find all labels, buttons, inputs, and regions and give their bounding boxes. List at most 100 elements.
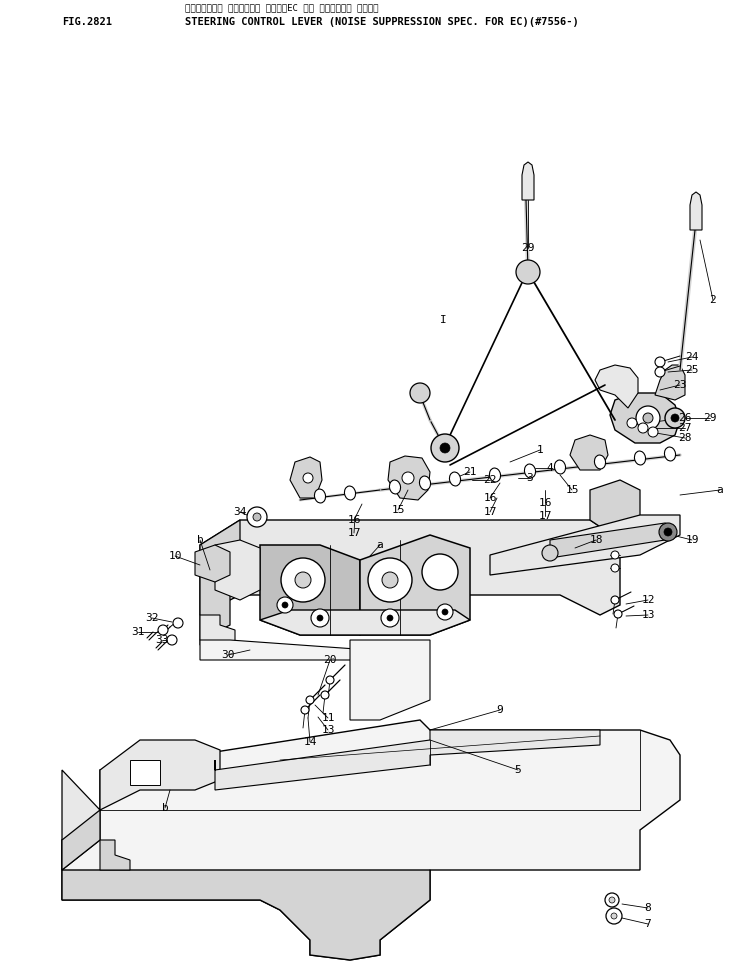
Text: 9: 9 <box>497 705 503 715</box>
Circle shape <box>442 609 448 615</box>
Circle shape <box>167 635 177 645</box>
Polygon shape <box>610 393 680 443</box>
Polygon shape <box>350 640 430 720</box>
Text: 1: 1 <box>537 445 543 455</box>
Text: 30: 30 <box>222 650 235 660</box>
Polygon shape <box>290 457 322 498</box>
Circle shape <box>664 528 672 536</box>
Circle shape <box>402 472 414 484</box>
Ellipse shape <box>420 476 431 490</box>
Text: 26: 26 <box>679 413 692 423</box>
Polygon shape <box>200 640 370 660</box>
Text: 11: 11 <box>321 713 335 723</box>
Circle shape <box>611 913 617 919</box>
Ellipse shape <box>344 486 355 499</box>
Text: 19: 19 <box>685 535 698 545</box>
Text: 10: 10 <box>169 551 182 561</box>
Circle shape <box>611 564 619 572</box>
Ellipse shape <box>389 480 400 494</box>
Text: a: a <box>377 540 383 550</box>
Text: 18: 18 <box>590 535 603 545</box>
Circle shape <box>326 676 334 684</box>
Text: 24: 24 <box>685 352 698 362</box>
Polygon shape <box>200 520 240 640</box>
Polygon shape <box>195 545 230 582</box>
Circle shape <box>303 473 313 483</box>
Text: 7: 7 <box>645 919 651 929</box>
Text: 17: 17 <box>538 511 552 521</box>
Text: 32: 32 <box>145 613 159 623</box>
Circle shape <box>542 545 558 561</box>
Circle shape <box>655 357 665 367</box>
Text: 16: 16 <box>538 498 552 508</box>
Text: 29: 29 <box>521 243 535 253</box>
Ellipse shape <box>314 489 325 503</box>
Text: 15: 15 <box>392 505 405 515</box>
Polygon shape <box>215 540 260 600</box>
Circle shape <box>665 408 685 428</box>
Text: 31: 31 <box>131 627 145 637</box>
Text: 4: 4 <box>547 463 553 473</box>
Circle shape <box>410 383 430 403</box>
Polygon shape <box>260 610 470 635</box>
Text: 23: 23 <box>673 380 687 390</box>
Polygon shape <box>130 760 160 785</box>
Ellipse shape <box>450 472 461 486</box>
Circle shape <box>643 413 653 423</box>
Polygon shape <box>200 615 235 645</box>
Text: 25: 25 <box>685 365 698 375</box>
Circle shape <box>311 609 329 627</box>
Text: 5: 5 <box>514 765 521 775</box>
Circle shape <box>440 443 450 453</box>
Circle shape <box>306 696 314 704</box>
Circle shape <box>611 596 619 604</box>
Polygon shape <box>100 840 130 870</box>
Circle shape <box>277 597 293 613</box>
Circle shape <box>627 418 637 428</box>
Text: 16: 16 <box>347 515 361 525</box>
Circle shape <box>605 893 619 907</box>
Circle shape <box>516 260 540 284</box>
Polygon shape <box>550 523 670 558</box>
Text: 29: 29 <box>704 413 717 423</box>
Polygon shape <box>215 730 600 790</box>
Text: STEERING CONTROL LEVER (NOISE SUPPRESSION SPEC. FOR EC)(#7556-): STEERING CONTROL LEVER (NOISE SUPPRESSIO… <box>185 17 578 27</box>
Circle shape <box>381 609 399 627</box>
Polygon shape <box>490 515 680 575</box>
Circle shape <box>281 558 325 602</box>
Circle shape <box>659 523 677 541</box>
Circle shape <box>614 610 622 618</box>
Polygon shape <box>260 545 360 635</box>
Text: 34: 34 <box>233 507 247 517</box>
Ellipse shape <box>595 455 606 469</box>
Circle shape <box>158 625 168 635</box>
Text: 2: 2 <box>710 295 716 305</box>
Text: a: a <box>717 485 723 495</box>
Polygon shape <box>590 480 640 540</box>
Circle shape <box>648 427 658 437</box>
Circle shape <box>431 434 459 462</box>
Text: 3: 3 <box>527 473 534 483</box>
Polygon shape <box>595 365 638 408</box>
Text: 13: 13 <box>641 610 655 620</box>
Circle shape <box>368 558 412 602</box>
Circle shape <box>295 572 311 588</box>
Circle shape <box>606 908 622 924</box>
Circle shape <box>253 513 261 521</box>
Polygon shape <box>360 535 470 635</box>
Text: 17: 17 <box>484 507 497 517</box>
Circle shape <box>173 618 183 628</box>
Polygon shape <box>388 456 430 500</box>
Polygon shape <box>62 720 680 960</box>
Circle shape <box>282 602 288 608</box>
Circle shape <box>671 414 679 422</box>
Text: 8: 8 <box>645 903 651 913</box>
Polygon shape <box>62 870 430 960</box>
Polygon shape <box>62 810 100 870</box>
Text: b: b <box>162 803 169 813</box>
Circle shape <box>317 615 323 621</box>
Polygon shape <box>690 192 702 230</box>
Text: 13: 13 <box>321 725 335 735</box>
Circle shape <box>638 423 648 433</box>
Circle shape <box>382 572 398 588</box>
